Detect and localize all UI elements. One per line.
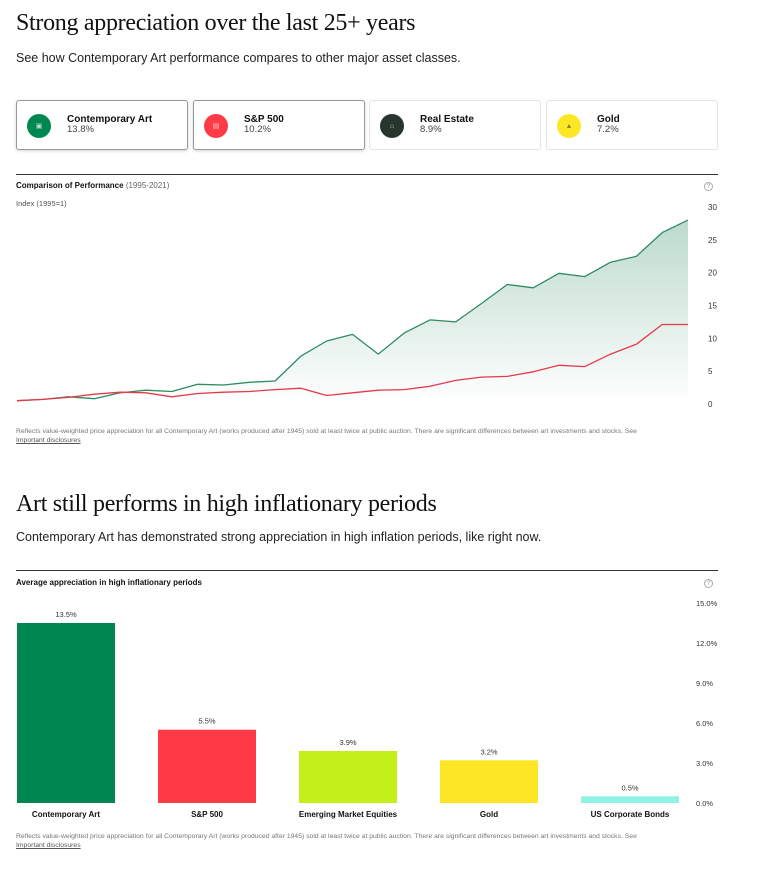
info-icon[interactable]: ? [704, 182, 713, 191]
y-tick-label: 9.0% [696, 679, 713, 688]
card-contemporary-art[interactable]: ▣ Contemporary Art 13.8% [16, 100, 188, 150]
info-icon[interactable]: ? [704, 579, 713, 588]
y-tick-label: 20 [708, 269, 717, 278]
category-label: S&P 500 [191, 810, 223, 819]
card-value: 8.9% [420, 124, 442, 135]
important-disclosures-link[interactable]: Important disclosures [16, 842, 81, 849]
card-name: Real Estate [420, 114, 474, 125]
chart1-index-label: Index (1995=1) [16, 199, 67, 208]
y-tick-label: 0.0% [696, 799, 713, 808]
bar-value-label: 3.9% [339, 738, 356, 747]
chart2-footnote: Reflects value-weighted price appreciati… [16, 833, 637, 840]
stock-icon: ▤ [204, 114, 228, 138]
bar-0 [17, 623, 115, 803]
card-name: Contemporary Art [67, 114, 153, 125]
chart1-title: Comparison of Performance (1995-2021) [16, 181, 170, 190]
bar-value-label: 0.5% [621, 783, 638, 792]
y-tick-label: 5 [708, 367, 713, 376]
series-line-1 [16, 323, 688, 402]
card-name: Gold [597, 114, 620, 125]
card-value: 7.2% [597, 124, 619, 135]
category-label: US Corporate Bonds [591, 810, 670, 819]
category-label: Contemporary Art [32, 810, 100, 819]
divider [16, 570, 718, 571]
card-value: 10.2% [244, 124, 271, 135]
inflation-bar-chart: 0.0% 3.0% 6.0% 9.0% 12.0% 15.0% 13.5% Contempor… [17, 599, 718, 819]
card-real-estate[interactable]: ⌂ Real Estate 8.9% [369, 100, 541, 150]
art-icon: ▣ [27, 114, 51, 138]
bar-3 [440, 760, 538, 803]
y-tick-label: 3.0% [696, 759, 713, 768]
card-sp500[interactable]: ▤ S&P 500 10.2% [193, 100, 365, 150]
chart1-footnote: Reflects value-weighted price appreciati… [16, 428, 637, 435]
y-tick-label: 6.0% [696, 719, 713, 728]
section-title-inflation: Art still performs in high inflationary … [16, 491, 437, 517]
house-icon: ⌂ [380, 114, 404, 138]
y-tick-label: 0 [708, 400, 713, 409]
bar-value-label: 13.5% [55, 610, 77, 619]
bar-value-label: 5.5% [198, 717, 215, 726]
y-tick-label: 15.0% [696, 599, 718, 608]
bar-4 [581, 796, 679, 803]
y-tick-label: 15 [708, 302, 717, 311]
card-name: S&P 500 [244, 114, 284, 125]
y-tick-label: 10 [708, 334, 717, 343]
y-tick-label: 30 [708, 203, 717, 212]
important-disclosures-link[interactable]: Important disclosures [16, 437, 81, 444]
divider [16, 174, 718, 175]
gold-icon: ▲ [557, 114, 581, 138]
category-label: Emerging Market Equities [299, 810, 398, 819]
section-subtitle-appreciation: See how Contemporary Art performance com… [16, 51, 461, 65]
card-value: 13.8% [67, 124, 94, 135]
bar-value-label: 3.2% [480, 747, 497, 756]
series-area-0 [17, 220, 688, 404]
category-label: Gold [480, 810, 498, 819]
bar-2 [299, 751, 397, 803]
y-tick-label: 12.0% [696, 639, 718, 648]
performance-chart: 0 5 10 15 20 25 30 [16, 203, 717, 409]
chart2-title: Average appreciation in high inflationar… [16, 578, 202, 587]
section-subtitle-inflation: Contemporary Art has demonstrated strong… [16, 530, 542, 544]
y-tick-label: 25 [708, 236, 717, 245]
card-gold[interactable]: ▲ Gold 7.2% [546, 100, 718, 150]
bar-1 [158, 729, 256, 803]
section-title-appreciation: Strong appreciation over the last 25+ ye… [16, 10, 416, 36]
